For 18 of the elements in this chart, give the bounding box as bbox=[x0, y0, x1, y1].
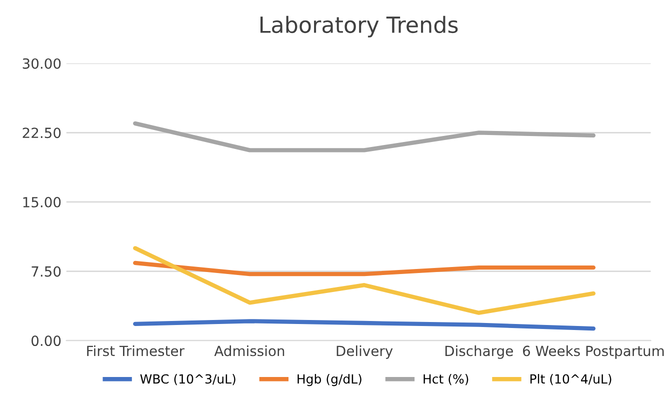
y-tick-label: 22.50 bbox=[22, 128, 61, 138]
x-tick-label: First Trimester bbox=[87, 345, 184, 356]
y-tick-label: 0.00 bbox=[32, 336, 61, 346]
legend-label: Hct (%) bbox=[424, 374, 468, 386]
x-tick-label: Discharge bbox=[445, 345, 513, 359]
legend-label: Hgb (g/dL) bbox=[298, 374, 362, 386]
chart-title: Laboratory Trends bbox=[260, 16, 458, 38]
line-series bbox=[133, 121, 596, 152]
line-series bbox=[133, 319, 596, 331]
legend-label: WBC (10^3/uL) bbox=[140, 374, 236, 386]
y-tick-label: 15.00 bbox=[23, 196, 61, 208]
legend-label: Plt (10^4/uL) bbox=[530, 374, 612, 386]
line-series bbox=[133, 246, 596, 315]
y-tick-label: 30.00 bbox=[22, 58, 61, 69]
x-tick-label: Admission bbox=[214, 345, 284, 356]
y-tick-label: 7.50 bbox=[32, 266, 61, 277]
x-tick-label: Delivery bbox=[336, 345, 393, 359]
x-tick-label: 6 Weeks Postpartum bbox=[522, 345, 664, 359]
